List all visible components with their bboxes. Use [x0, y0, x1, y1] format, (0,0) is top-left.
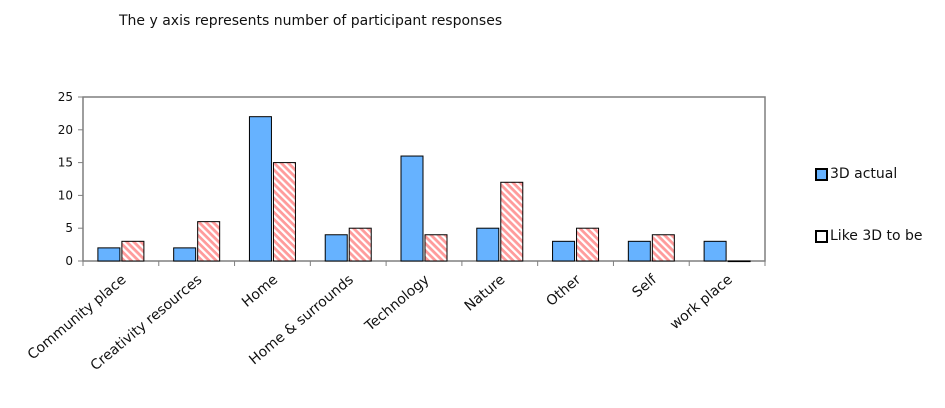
bar-like-3d: [576, 227, 600, 262]
bar-like-3d: [348, 227, 372, 262]
bar-like-3d: [500, 181, 524, 262]
x-category-label: Home: [239, 272, 281, 311]
bar-like-3d: [197, 221, 221, 262]
legend-item-like: Like 3D to be: [815, 228, 923, 244]
x-category-label: Nature: [462, 272, 509, 315]
y-tick-label: 0: [65, 254, 73, 268]
bar-3d-actual: [703, 240, 727, 262]
legend-label-like: Like 3D to be: [830, 228, 923, 244]
bar-3d-actual: [173, 247, 197, 262]
bar-3d-actual: [476, 227, 500, 262]
bar-3d-actual: [552, 240, 576, 262]
bar-like-3d: [272, 162, 296, 262]
bar-like-3d: [727, 260, 751, 263]
legend-label-actual: 3D actual: [830, 166, 898, 182]
y-tick-label: 5: [65, 221, 73, 235]
x-category-label: Technology: [361, 272, 432, 335]
bar-3d-actual: [627, 240, 651, 262]
x-category-label: Other: [543, 272, 584, 310]
legend-item-actual: 3D actual: [815, 166, 897, 182]
bar-3d-actual: [97, 247, 121, 262]
legend-swatch-actual: [815, 167, 828, 181]
plot-area-frame: [82, 96, 766, 262]
bar-3d-actual: [248, 116, 272, 262]
bar-like-3d: [651, 234, 675, 262]
bar-3d-actual: [400, 155, 424, 262]
y-tick-label: 10: [58, 188, 73, 202]
legend-swatch-like: [815, 229, 828, 243]
x-category-label: work place: [667, 272, 736, 333]
bar-like-3d: [424, 234, 448, 262]
chart-note: The y axis represents number of particip…: [119, 13, 503, 29]
bar-3d-actual: [324, 234, 348, 262]
y-tick-label: 20: [58, 123, 73, 137]
x-category-label: Self: [629, 271, 660, 301]
y-tick-label: 25: [58, 90, 73, 104]
y-tick-label: 15: [58, 156, 73, 170]
bars-group: [97, 116, 751, 263]
bar-like-3d: [121, 240, 145, 262]
